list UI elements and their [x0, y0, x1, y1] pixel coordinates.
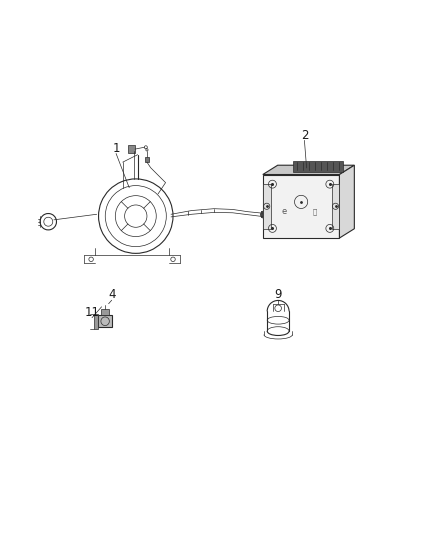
- Text: 4: 4: [108, 288, 116, 302]
- Bar: [332, 184, 339, 229]
- Bar: [127, 144, 135, 153]
- Polygon shape: [339, 165, 354, 238]
- Bar: [101, 309, 109, 315]
- Bar: [94, 314, 98, 329]
- Text: 9: 9: [274, 288, 282, 302]
- Bar: [145, 157, 149, 162]
- Text: 1: 1: [112, 142, 120, 155]
- Text: e: e: [282, 207, 287, 216]
- Bar: [263, 184, 271, 229]
- Text: 2: 2: [300, 128, 308, 142]
- Polygon shape: [263, 165, 354, 174]
- Bar: [98, 315, 112, 327]
- Bar: [261, 211, 264, 218]
- Text: 11: 11: [85, 306, 99, 319]
- Bar: [293, 161, 343, 172]
- Bar: [263, 174, 339, 238]
- Text: ⓔ: ⓔ: [313, 208, 317, 215]
